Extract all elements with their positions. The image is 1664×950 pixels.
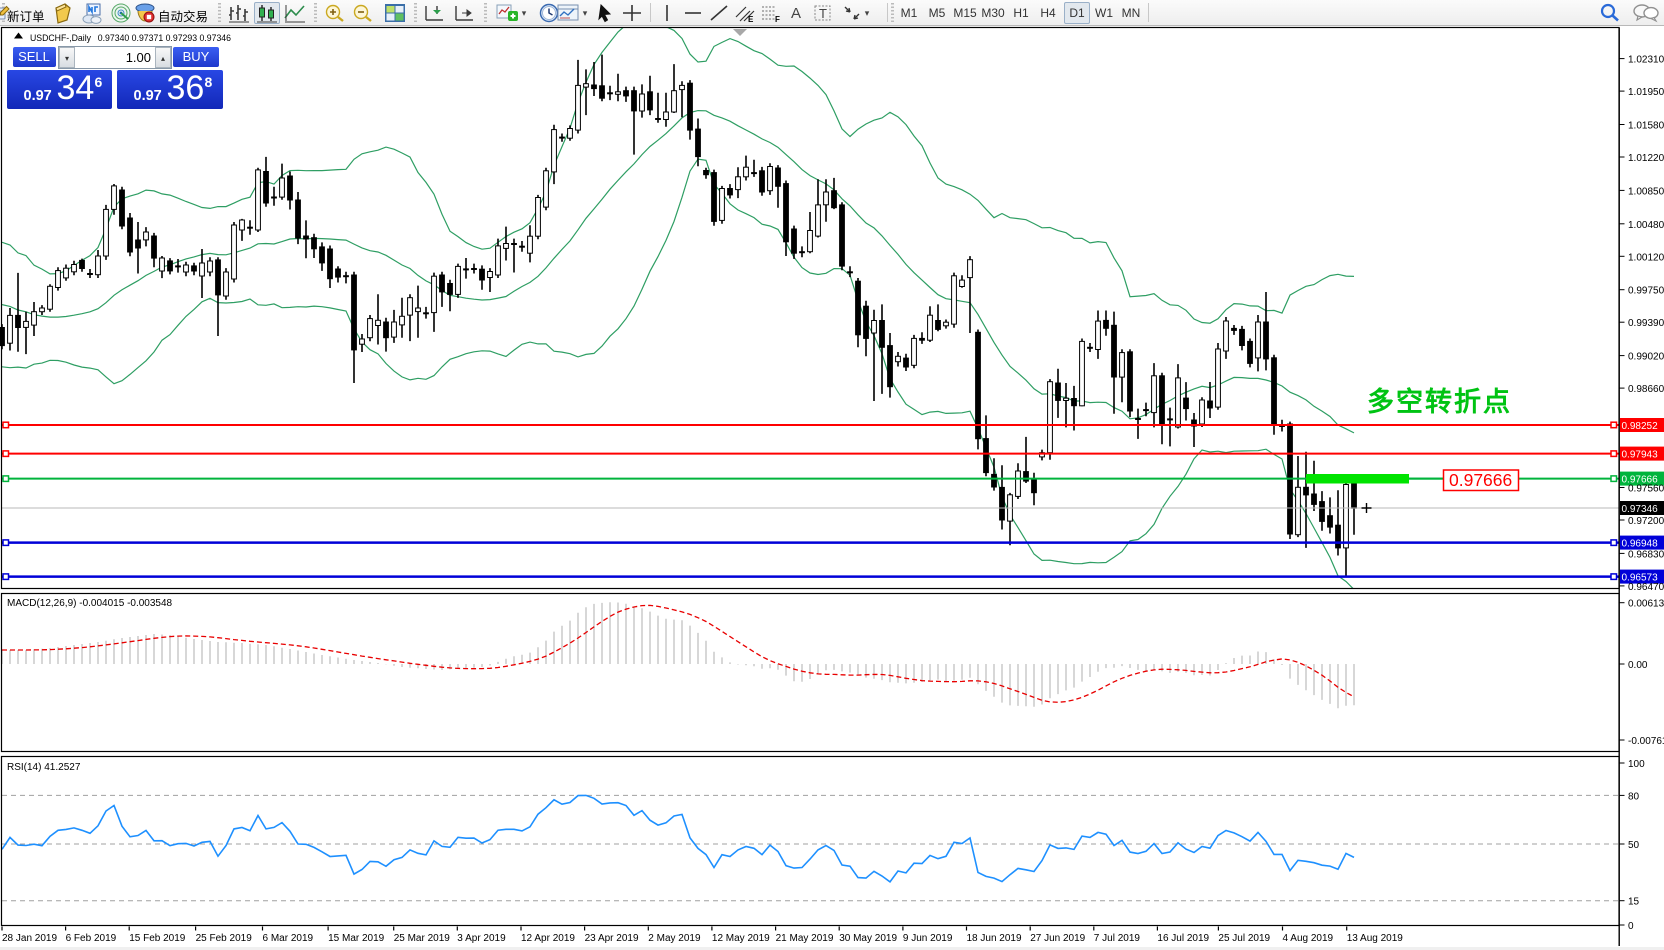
svg-text:18 Jun 2019: 18 Jun 2019 — [967, 933, 1022, 944]
svg-text:F: F — [775, 15, 780, 23]
svg-text:6 Feb 2019: 6 Feb 2019 — [66, 933, 117, 944]
svg-text:-0.00761: -0.00761 — [1628, 736, 1664, 747]
svg-text:0.97666: 0.97666 — [1449, 470, 1512, 490]
svg-text:T: T — [819, 6, 827, 21]
svg-text:1.01950: 1.01950 — [1628, 87, 1664, 98]
svg-text:28 Jan 2019: 28 Jan 2019 — [2, 933, 57, 944]
svg-text:16 Jul 2019: 16 Jul 2019 — [1157, 933, 1209, 944]
svg-text:0.97200: 0.97200 — [1628, 516, 1664, 527]
svg-text:0.96830: 0.96830 — [1628, 549, 1664, 560]
svg-text:3 Apr 2019: 3 Apr 2019 — [457, 933, 506, 944]
svg-text:80: 80 — [1628, 791, 1640, 802]
svg-text:USDCHF-,Daily 0.97340 0.97371: USDCHF-,Daily 0.97340 0.97371 0.97293 0.… — [30, 33, 231, 43]
svg-text:0: 0 — [1628, 921, 1634, 932]
svg-text:1.00850: 1.00850 — [1628, 186, 1664, 197]
svg-text:15 Feb 2019: 15 Feb 2019 — [129, 933, 186, 944]
svg-text:0.96470: 0.96470 — [1628, 582, 1664, 593]
svg-text:27 Jun 2019: 27 Jun 2019 — [1030, 933, 1085, 944]
svg-text:E: E — [748, 15, 754, 23]
svg-text:0.97346: 0.97346 — [1622, 504, 1659, 515]
svg-text:0.98660: 0.98660 — [1628, 384, 1664, 395]
svg-text:0.96948: 0.96948 — [1622, 539, 1659, 550]
svg-text:1.01580: 1.01580 — [1628, 121, 1664, 132]
svg-text:15: 15 — [1628, 897, 1640, 908]
svg-text:1.02310: 1.02310 — [1628, 55, 1664, 66]
svg-text:12 May 2019: 12 May 2019 — [712, 933, 770, 944]
svg-text:100: 100 — [1628, 759, 1645, 770]
svg-text:0.98252: 0.98252 — [1622, 421, 1659, 432]
svg-text:25 Feb 2019: 25 Feb 2019 — [196, 933, 253, 944]
svg-text:1.01220: 1.01220 — [1628, 153, 1664, 164]
svg-text:0.97666: 0.97666 — [1622, 475, 1659, 486]
svg-text:A: A — [791, 5, 801, 22]
svg-text:0.99750: 0.99750 — [1628, 286, 1664, 297]
svg-text:50: 50 — [1628, 840, 1640, 851]
svg-text:30 May 2019: 30 May 2019 — [839, 933, 897, 944]
svg-text:2 May 2019: 2 May 2019 — [648, 933, 701, 944]
svg-text:0.99020: 0.99020 — [1628, 352, 1664, 363]
svg-text:13 Aug 2019: 13 Aug 2019 — [1347, 933, 1404, 944]
svg-text:15 Mar 2019: 15 Mar 2019 — [328, 933, 385, 944]
svg-text:0.00: 0.00 — [1628, 660, 1648, 671]
svg-text:6 Mar 2019: 6 Mar 2019 — [263, 933, 314, 944]
svg-text:4 Aug 2019: 4 Aug 2019 — [1283, 933, 1334, 944]
svg-text:0.97560: 0.97560 — [1628, 484, 1664, 495]
svg-text:7 Jul 2019: 7 Jul 2019 — [1094, 933, 1141, 944]
svg-text:23 Apr 2019: 23 Apr 2019 — [585, 933, 639, 944]
svg-text:RSI(14) 41.2527: RSI(14) 41.2527 — [7, 762, 81, 773]
svg-text:9 Jun 2019: 9 Jun 2019 — [903, 933, 953, 944]
svg-text:21 May 2019: 21 May 2019 — [776, 933, 834, 944]
svg-text:0.96573: 0.96573 — [1622, 573, 1659, 584]
svg-text:0.97943: 0.97943 — [1622, 450, 1659, 461]
svg-text:多空转折点: 多空转折点 — [1367, 386, 1512, 417]
svg-text:1.00120: 1.00120 — [1628, 252, 1664, 263]
svg-text:12 Apr 2019: 12 Apr 2019 — [521, 933, 575, 944]
svg-text:MACD(12,26,9) -0.004015 -0.003: MACD(12,26,9) -0.004015 -0.003548 — [7, 598, 173, 609]
svg-text:25 Mar 2019: 25 Mar 2019 — [394, 933, 451, 944]
svg-text:1.00480: 1.00480 — [1628, 220, 1664, 231]
svg-text:25 Jul 2019: 25 Jul 2019 — [1218, 933, 1270, 944]
svg-text:0.99390: 0.99390 — [1628, 318, 1664, 329]
svg-text:0.00613: 0.00613 — [1628, 599, 1664, 610]
